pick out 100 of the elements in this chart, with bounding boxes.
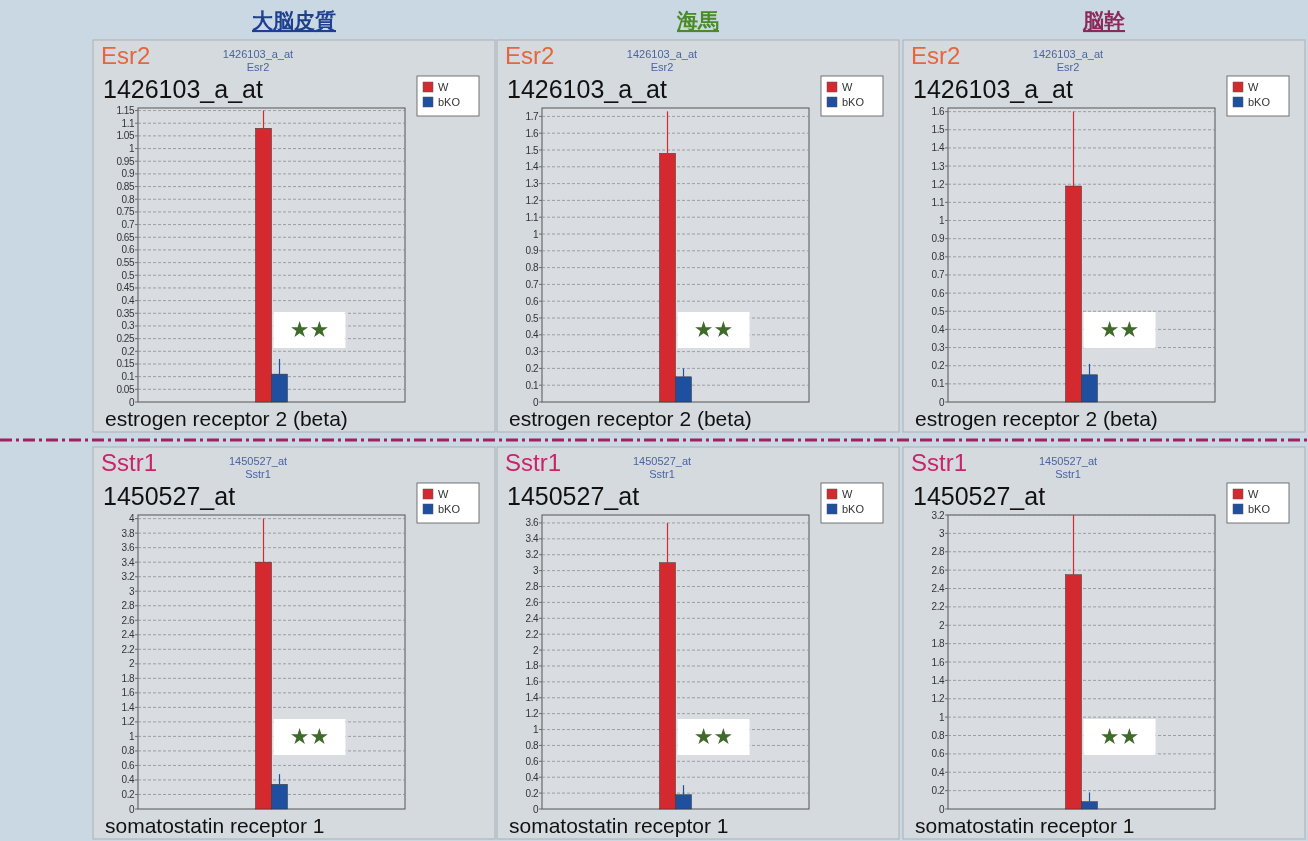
text: Esr2 [650,61,674,73]
text: Esr2 [246,61,270,73]
annotation: ★★ [289,724,330,749]
legend-label: bKO [438,96,461,108]
y-tick-label: 1 [532,724,539,736]
y-tick-label: 0 [128,396,135,408]
y-tick-label: 3.2 [931,509,945,521]
legend-label: W [1248,81,1259,93]
y-tick-label: 1.4 [931,142,945,154]
text: Sstr1 [649,468,675,480]
text: 1426103_a_at [103,75,263,103]
chart-subtitle: Sstr1 [101,449,158,476]
y-tick-label: 1.4 [525,692,539,704]
y-tick-label: 0.9 [121,168,135,180]
y-tick-label: 0.6 [121,759,135,771]
y-tick-label: 1.6 [525,676,539,688]
y-tick-label: 4 [128,513,135,525]
y-tick-label: 0.6 [931,287,945,299]
text: estrogen receptor 2 (beta) [105,407,348,430]
y-tick-label: 0 [532,803,539,815]
y-tick-label: 0.6 [931,748,945,760]
y-tick-label: 0.2 [525,362,539,374]
y-tick-label: 0 [128,803,135,815]
text: somatostatin receptor 1 [915,814,1135,837]
text: 1426103_a_at [913,75,1073,103]
y-tick-label: 0.3 [931,342,945,354]
y-tick-label: 0 [938,803,945,815]
y-tick-label: 2.8 [525,581,539,593]
y-tick-label: 1 [128,730,135,742]
y-tick-label: 0.2 [121,788,135,800]
y-tick-label: 0.4 [525,771,539,783]
chart-title: 海馬 [676,9,719,32]
legend-label: bKO [1248,96,1271,108]
text: 1450527_at [632,455,692,467]
y-tick-label: 1.7 [525,110,539,122]
y-tick-label: 1.15 [116,105,135,117]
legend-label: bKO [438,503,461,515]
y-tick-label: 0.8 [525,262,539,274]
y-tick-label: 0.8 [121,745,135,757]
y-tick-label: 2.4 [931,583,945,594]
y-tick-label: 0.15 [116,358,135,370]
y-tick-label: 0.55 [116,257,135,269]
text: 1450527_at [228,455,288,467]
y-tick-label: 1.3 [931,160,945,172]
text: 1426103_a_at [1032,48,1104,60]
legend-label: W [438,81,449,93]
text: estrogen receptor 2 (beta) [915,407,1158,430]
y-tick-label: 1.6 [931,106,945,118]
y-tick-label: 0.7 [931,269,945,281]
y-tick-label: 0.5 [931,305,945,317]
y-tick-label: 1.2 [931,693,945,705]
y-tick-label: 1.2 [525,194,539,206]
y-tick-label: 0.85 [116,181,135,193]
text: 1450527_at [507,482,640,510]
y-tick-label: 2 [128,658,135,670]
y-tick-label: 0.3 [525,346,539,358]
y-tick-label: 3.4 [525,533,539,545]
y-tick-label: 1.1 [931,196,945,208]
y-tick-label: 1.4 [525,161,539,173]
y-tick-label: 1.6 [121,687,135,699]
y-tick-label: 1.6 [525,127,539,139]
annotation: ★★ [289,317,330,342]
y-tick-label: 1.05 [116,130,135,142]
chart-subtitle: Esr2 [505,42,555,69]
y-tick-label: 2.6 [121,614,135,626]
y-tick-label: 0.2 [525,787,539,799]
y-tick-label: 1.8 [931,638,945,650]
text: estrogen receptor 2 (beta) [509,407,752,430]
annotation: ★★ [693,317,734,342]
y-tick-label: 2.8 [121,600,135,612]
y-tick-label: 1.3 [525,178,539,190]
text: Esr2 [1056,61,1080,73]
y-tick-label: 2.6 [525,596,539,608]
legend-label: bKO [1248,503,1271,515]
y-tick-label: 0.35 [116,307,135,319]
y-tick-label: 1.8 [121,672,135,684]
chart-subtitle: Sstr1 [505,449,562,476]
text: 1426103_a_at [507,75,667,103]
y-tick-label: 0.4 [931,323,945,335]
y-tick-label: 2 [938,619,945,631]
y-tick-label: 0.8 [121,193,135,205]
y-tick-label: 3 [938,527,945,539]
text: Sstr1 [245,468,271,480]
y-tick-label: 1.2 [121,716,135,728]
chart-title: 脳幹 [1082,9,1126,32]
y-tick-label: 2.6 [931,564,945,576]
y-tick-label: 2.2 [525,628,539,640]
y-tick-label: 0.95 [116,155,135,167]
y-tick-label: 0.8 [931,730,945,741]
y-tick-label: 0 [532,396,539,408]
y-tick-label: 3.6 [525,517,539,529]
y-tick-label: 0.7 [121,219,135,231]
legend-label: W [438,488,449,500]
y-tick-label: 2.8 [931,546,945,558]
y-tick-label: 3 [532,565,539,577]
y-tick-label: 1.2 [931,178,945,190]
y-tick-label: 3.6 [121,542,135,554]
y-tick-label: 3.4 [121,556,135,568]
y-tick-label: 1.8 [525,660,539,672]
y-tick-label: 3.2 [525,549,539,561]
